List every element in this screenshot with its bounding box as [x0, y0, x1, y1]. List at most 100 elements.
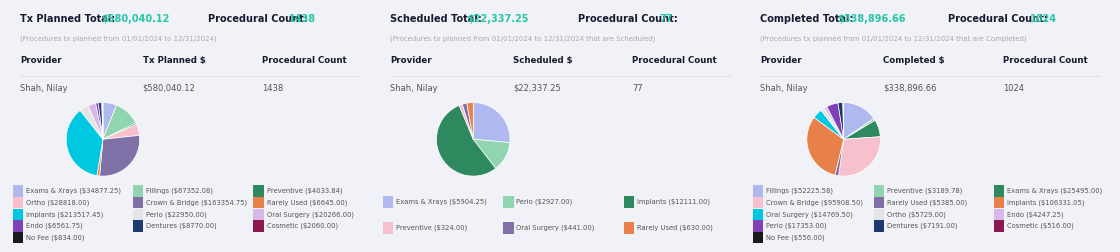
Text: Tx Planned Total:: Tx Planned Total:	[20, 14, 115, 23]
Wedge shape	[95, 103, 103, 139]
Bar	[383, 222, 393, 234]
Text: Crown & Bridge ($95908.50): Crown & Bridge ($95908.50)	[766, 199, 864, 206]
Text: (Procedures tx planned from 01/01/2024 to 12/31/2024 that are Completed): (Procedures tx planned from 01/01/2024 t…	[760, 35, 1027, 42]
Text: Oral Surgery ($20266.00): Oral Surgery ($20266.00)	[267, 211, 354, 217]
Text: $580,040.12: $580,040.12	[142, 84, 195, 93]
Bar	[503, 222, 513, 234]
Wedge shape	[839, 137, 880, 176]
Text: Cosmetic ($2060.00): Cosmetic ($2060.00)	[267, 223, 337, 229]
Wedge shape	[838, 103, 843, 139]
Wedge shape	[827, 103, 843, 139]
Wedge shape	[66, 110, 103, 176]
Text: Shah, Nilay: Shah, Nilay	[20, 84, 67, 93]
Wedge shape	[814, 110, 843, 139]
Wedge shape	[843, 118, 875, 139]
Text: Crown & Bridge ($163354.75): Crown & Bridge ($163354.75)	[146, 199, 248, 206]
Bar	[754, 209, 764, 220]
Wedge shape	[103, 105, 136, 139]
Text: Provider: Provider	[390, 56, 432, 65]
Bar	[12, 197, 22, 208]
Wedge shape	[437, 105, 496, 176]
Text: Preventive ($3189.78): Preventive ($3189.78)	[887, 188, 962, 194]
Text: Rarely Used ($5385.00): Rarely Used ($5385.00)	[887, 199, 967, 206]
Text: 77: 77	[633, 84, 643, 93]
Text: Provider: Provider	[760, 56, 802, 65]
Bar	[995, 197, 1005, 208]
Text: Dentures ($7191.00): Dentures ($7191.00)	[887, 223, 958, 229]
Bar	[995, 185, 1005, 197]
Text: 1024: 1024	[1030, 14, 1057, 23]
Text: Preventive ($324.00): Preventive ($324.00)	[396, 225, 467, 231]
Wedge shape	[474, 139, 510, 168]
Bar	[12, 185, 22, 197]
Wedge shape	[836, 139, 843, 176]
Bar	[754, 220, 764, 232]
Text: Fillings ($67352.08): Fillings ($67352.08)	[146, 188, 213, 194]
Bar	[874, 185, 884, 197]
Bar	[12, 232, 22, 243]
Bar	[133, 220, 143, 232]
Bar	[133, 197, 143, 208]
Bar	[253, 220, 263, 232]
Wedge shape	[97, 139, 103, 176]
Bar	[12, 209, 22, 220]
Bar	[874, 197, 884, 208]
Bar	[383, 197, 393, 208]
Bar	[624, 197, 634, 208]
Text: Perio ($22950.00): Perio ($22950.00)	[146, 211, 207, 217]
Wedge shape	[843, 120, 880, 139]
Text: Ortho ($5729.00): Ortho ($5729.00)	[887, 211, 945, 217]
Text: Procedural Count:: Procedural Count:	[949, 14, 1048, 23]
Wedge shape	[102, 103, 103, 139]
Bar	[754, 185, 764, 197]
Wedge shape	[103, 124, 140, 139]
Text: Ortho ($28818.00): Ortho ($28818.00)	[26, 199, 88, 206]
Text: Procedural Count: Procedural Count	[262, 56, 347, 65]
Text: Shah, Nilay: Shah, Nilay	[760, 84, 809, 93]
Text: Perio ($2927.00): Perio ($2927.00)	[516, 199, 572, 205]
Wedge shape	[843, 103, 874, 139]
Bar	[503, 197, 513, 208]
Wedge shape	[88, 103, 103, 139]
Text: Shah, Nilay: Shah, Nilay	[390, 84, 438, 93]
Text: (Procedures tx planned from 01/01/2024 to 12/31/2024): (Procedures tx planned from 01/01/2024 t…	[20, 35, 216, 42]
Bar	[253, 197, 263, 208]
Text: Implants ($106331.05): Implants ($106331.05)	[1007, 199, 1084, 206]
Wedge shape	[824, 107, 843, 139]
Wedge shape	[99, 103, 103, 139]
Text: Exams & Xrays ($25495.00): Exams & Xrays ($25495.00)	[1007, 188, 1102, 194]
Text: Completed $: Completed $	[884, 56, 945, 65]
Text: (Procedures tx planned from 01/01/2024 to 12/31/2024 that are Scheduled): (Procedures tx planned from 01/01/2024 t…	[390, 35, 655, 42]
Text: $580,040.12: $580,040.12	[102, 14, 170, 23]
Wedge shape	[821, 108, 843, 139]
Text: Perio ($17353.00): Perio ($17353.00)	[766, 223, 827, 229]
Text: Fillings ($52225.58): Fillings ($52225.58)	[766, 188, 833, 194]
Bar	[253, 185, 263, 197]
Wedge shape	[463, 103, 474, 139]
Text: $22,337.25: $22,337.25	[467, 14, 529, 23]
Wedge shape	[100, 135, 140, 176]
Wedge shape	[474, 103, 510, 143]
Text: $338,896.66: $338,896.66	[884, 84, 936, 93]
Text: Oral Surgery ($441.00): Oral Surgery ($441.00)	[516, 225, 595, 231]
Text: Exams & Xrays ($5904.25): Exams & Xrays ($5904.25)	[396, 199, 487, 205]
Text: Exams & Xrays ($34877.25): Exams & Xrays ($34877.25)	[26, 188, 121, 194]
Text: Implants ($12111.00): Implants ($12111.00)	[637, 199, 710, 205]
Text: Procedural Count: Procedural Count	[633, 56, 717, 65]
Text: Preventive ($4033.84): Preventive ($4033.84)	[267, 188, 342, 194]
Bar	[133, 185, 143, 197]
Text: Scheduled $: Scheduled $	[513, 56, 572, 65]
Text: Dentures ($8770.00): Dentures ($8770.00)	[146, 223, 217, 229]
Text: Rarely Used ($630.00): Rarely Used ($630.00)	[637, 225, 712, 231]
Text: No Fee ($556.00): No Fee ($556.00)	[766, 234, 825, 241]
Text: No Fee ($834.00): No Fee ($834.00)	[26, 234, 84, 241]
Text: Cosmetic ($516.00): Cosmetic ($516.00)	[1007, 223, 1074, 229]
Wedge shape	[467, 103, 474, 139]
Text: $22,337.25: $22,337.25	[513, 84, 561, 93]
Bar	[874, 220, 884, 232]
Text: Implants ($213517.45): Implants ($213517.45)	[26, 211, 103, 217]
Bar	[995, 220, 1005, 232]
Bar	[624, 222, 634, 234]
Text: Procedural Count: Procedural Count	[1002, 56, 1088, 65]
Bar	[133, 209, 143, 220]
